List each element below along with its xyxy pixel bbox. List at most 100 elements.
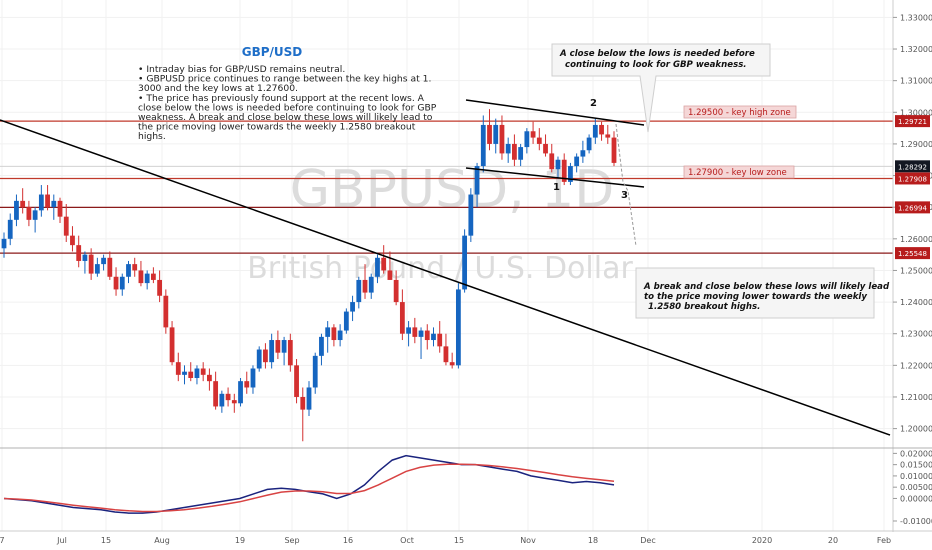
candle-body — [219, 393, 225, 407]
candle-body — [207, 374, 212, 382]
price-label: 1.29721 — [898, 118, 927, 126]
note-line: 3000 and the key lows at 1.27600. — [138, 83, 298, 94]
macd-pane — [3, 454, 615, 514]
candle-body — [294, 365, 299, 397]
candle-body — [244, 381, 250, 388]
channel-top-line — [465, 99, 645, 126]
note-line: highs. — [138, 131, 166, 142]
candle-body — [144, 273, 150, 284]
candle-body — [250, 368, 256, 388]
candle-body — [518, 147, 524, 160]
projection-path — [615, 123, 637, 247]
watermark-symbol: GBPUSD, 1D — [290, 160, 615, 220]
candle-body — [431, 333, 436, 341]
y-tick-label: 1.24000 — [900, 298, 932, 307]
candle-body — [200, 368, 206, 375]
note-line: • Intraday bias for GBP/USD remains neut… — [138, 64, 345, 75]
candle-body — [406, 327, 411, 334]
candle-body — [599, 124, 604, 135]
candles — [1, 109, 617, 442]
candle-body — [256, 349, 262, 369]
candle-body — [32, 210, 38, 220]
candle-body — [437, 333, 443, 347]
callout-bottom-line-1: A break and close below these lows will … — [643, 282, 890, 292]
price-label-box — [895, 247, 930, 260]
price-label: 1.25548 — [898, 250, 927, 258]
macd-axis-ticks: 0.02000 0.01500 0.01000 0.00500 0.00000 -0.01… — [893, 449, 932, 526]
x-tick-label: Oct — [400, 536, 414, 545]
price-label-box — [895, 201, 930, 214]
candle-body — [499, 124, 505, 154]
x-tick-label: Feb — [877, 536, 891, 545]
candle-body — [387, 270, 393, 280]
candle-body — [38, 194, 44, 211]
x-tick-label: Dec — [640, 536, 655, 545]
x-tick-label: Sep — [284, 536, 299, 545]
y-tick-label: 1.21000 — [900, 393, 932, 402]
candle-body — [455, 289, 461, 366]
note-line: close below the lows is needed before co… — [138, 102, 437, 113]
y-tick-label: 1.30000 — [900, 108, 932, 117]
candle-body — [138, 270, 144, 284]
callout-bottom-line-2: to the price moving lower towards the we… — [644, 292, 867, 302]
candle-body — [549, 153, 555, 170]
candle-body — [82, 254, 88, 261]
candle-body — [505, 143, 511, 154]
candle-body — [592, 124, 598, 138]
callout-top-line-2: continuing to look for GBP weakness. — [565, 60, 747, 70]
y-tick-label: 1.23000 — [900, 330, 932, 339]
candle-body — [319, 336, 324, 356]
price-label-box — [895, 115, 930, 128]
candle-body — [474, 166, 480, 195]
note-text: • Intraday bias for GBP/USD remains neut… — [138, 64, 437, 142]
candle-body — [555, 159, 561, 170]
zone-low-label: 1.27900 - key low zone — [688, 168, 787, 178]
note-line: • GBPUSD price continues to range betwee… — [138, 74, 431, 85]
point-label-1: 1 — [553, 182, 560, 193]
candle-body — [231, 400, 237, 404]
candle-body — [281, 340, 287, 353]
channel-bottom-line — [465, 167, 645, 188]
candle-body — [88, 254, 94, 274]
price-label: 1.26994 — [898, 204, 927, 212]
candle-body — [536, 137, 542, 144]
point-label-3: 3 — [621, 190, 628, 201]
candle-body — [312, 355, 318, 388]
candle-body — [94, 264, 100, 274]
y-tick-label: 1.20000 — [900, 425, 932, 434]
note-line: the price moving lower towards the weekl… — [138, 122, 416, 133]
candle-body — [381, 257, 387, 271]
candle-body — [20, 200, 26, 208]
candle-body — [263, 349, 268, 363]
x-tick-label: 20 — [828, 536, 838, 545]
macd-tick-label: 0.00500 — [900, 483, 932, 492]
candle-body — [393, 279, 399, 303]
candle-body — [493, 124, 499, 144]
macd-tick-label: 0.01000 — [900, 472, 932, 481]
macd-series-line — [3, 463, 615, 513]
x-tick-label: 16 — [343, 536, 353, 545]
candle-body — [157, 279, 163, 296]
candle-body — [169, 327, 175, 363]
candle-body — [331, 327, 337, 341]
long-trendline — [0, 119, 891, 436]
candle-body — [368, 276, 374, 293]
candle-body — [107, 257, 113, 277]
callout-bottom-line-3: 1.2580 breakout highs. — [648, 302, 760, 312]
x-tick-label: 7 — [0, 536, 5, 545]
point-label-2: 2 — [590, 98, 597, 109]
note-line: weakness. A break and close below these … — [138, 112, 433, 123]
y-tick-label: 1.29000 — [900, 140, 932, 149]
candle-body — [325, 327, 331, 337]
price-label: 1.28292 — [898, 163, 927, 171]
candle-body — [530, 131, 536, 138]
x-tick-label: 15 — [454, 536, 464, 545]
candle-body — [462, 235, 468, 290]
candle-body — [574, 156, 580, 167]
candle-body — [1, 238, 7, 249]
candle-body — [306, 387, 312, 410]
candle-body — [443, 346, 449, 363]
candle-body — [512, 143, 517, 160]
candle-body — [213, 381, 219, 407]
candle-body — [188, 371, 194, 378]
